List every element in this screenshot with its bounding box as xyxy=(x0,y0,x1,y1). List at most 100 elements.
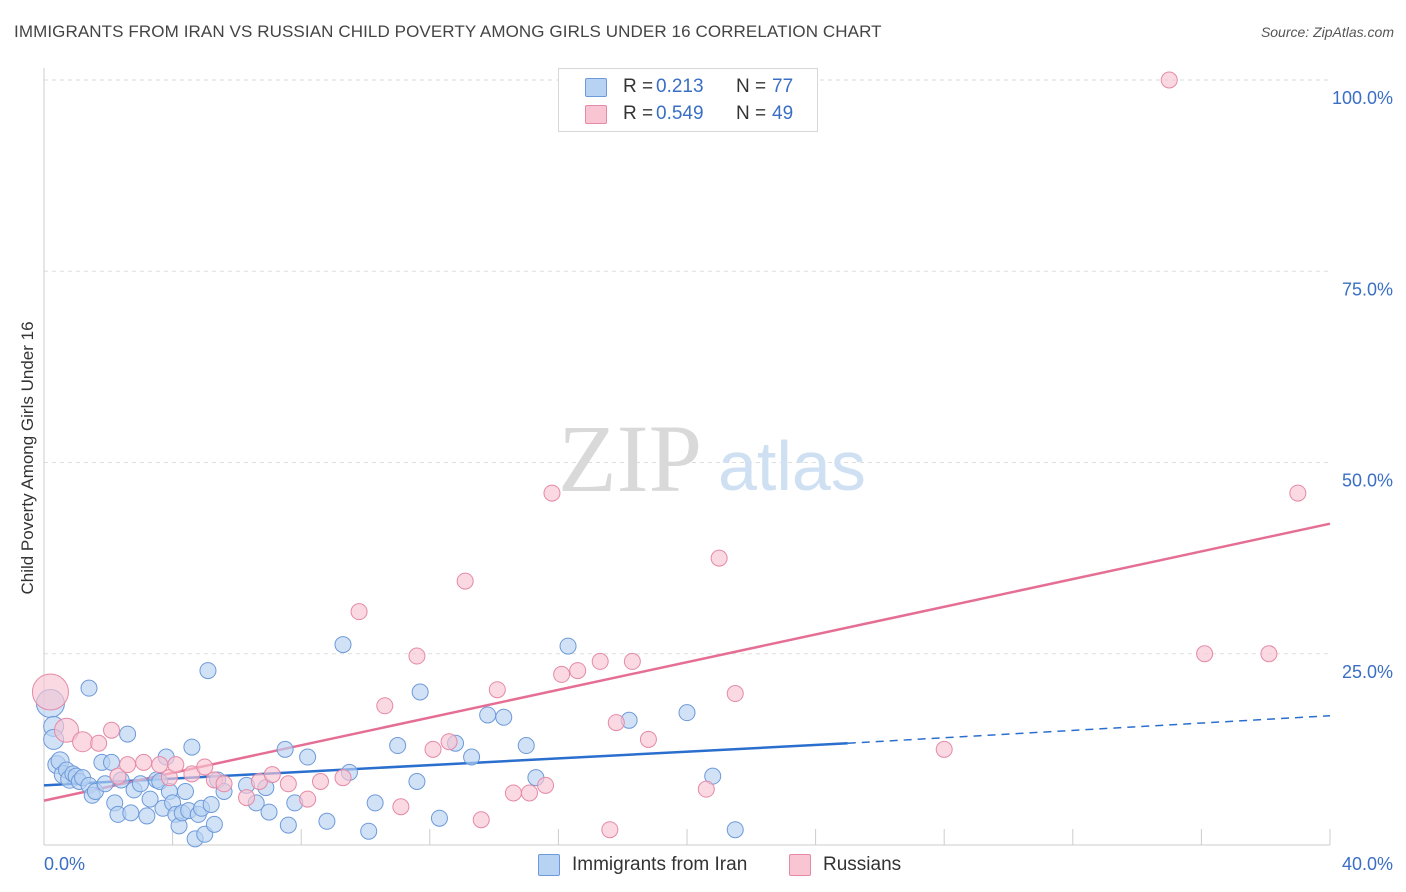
iran-point xyxy=(119,725,137,743)
iran-point xyxy=(408,773,426,791)
gridlines xyxy=(44,79,1330,655)
russians-point xyxy=(90,734,108,752)
russians-point xyxy=(196,758,214,776)
russians-point xyxy=(424,740,442,758)
russians-point xyxy=(109,767,127,785)
russians-point xyxy=(279,775,297,793)
russians-point xyxy=(591,652,609,670)
russians-point xyxy=(1260,645,1278,663)
iran-point xyxy=(495,708,513,726)
russians-point xyxy=(72,731,94,753)
x-tick-label: 0.0% xyxy=(44,854,85,874)
bottom-legend-swatch-iran xyxy=(538,854,560,876)
russians-point xyxy=(238,789,256,807)
iran-point xyxy=(430,809,448,827)
iran-point xyxy=(279,816,297,834)
iran-point xyxy=(366,794,384,812)
y-tick-label: 25.0% xyxy=(1342,662,1393,682)
russians-point xyxy=(504,784,522,802)
russians-trend-line xyxy=(43,522,1331,802)
iran-point xyxy=(176,782,194,800)
russians-point xyxy=(1196,645,1214,663)
russians-point xyxy=(569,662,587,680)
legend-r-label: R = xyxy=(623,103,654,124)
iran-point xyxy=(141,790,159,808)
iran-point xyxy=(517,737,535,755)
russians-point xyxy=(456,572,474,590)
russians-point xyxy=(440,733,458,751)
russians-point xyxy=(334,769,352,787)
iran-point xyxy=(122,804,140,822)
iran-point xyxy=(131,775,149,793)
russians-point xyxy=(601,821,619,839)
russians-point xyxy=(119,756,137,774)
legend-swatch-iran xyxy=(585,77,607,97)
iran-point xyxy=(389,737,407,755)
watermark-zip: ZIP xyxy=(558,405,702,512)
russians-point xyxy=(392,798,410,816)
russians-point xyxy=(215,775,233,793)
iran-trend-extension xyxy=(847,714,1331,745)
russians-point xyxy=(167,756,185,774)
iran-point xyxy=(96,775,114,793)
iran-point xyxy=(205,815,223,833)
russians-point xyxy=(543,484,561,502)
y-tick-label: 50.0% xyxy=(1342,471,1393,491)
russians-point xyxy=(103,721,121,739)
legend-row-russians: R = 0.549 N = 49 xyxy=(585,102,793,126)
russians-point xyxy=(54,717,80,743)
iran-point xyxy=(726,821,744,839)
russians-point xyxy=(488,681,506,699)
russians-point xyxy=(537,776,555,794)
correlation-legend: R = 0.213 N = 77 R = 0.549 N = 49 xyxy=(558,68,818,132)
legend-n-value: 49 xyxy=(772,103,794,124)
russians-point xyxy=(726,685,744,703)
iran-point xyxy=(199,662,217,680)
russians-point xyxy=(623,652,641,670)
y-tick-label: 100.0% xyxy=(1332,88,1393,108)
iran-trend-line xyxy=(43,742,848,787)
iran-point xyxy=(138,807,156,825)
russians-point xyxy=(1160,71,1178,89)
iran-point xyxy=(463,748,481,766)
bottom-legend-iran: Immigrants from Iran xyxy=(538,853,747,877)
russians-point xyxy=(311,773,329,791)
russians-point xyxy=(520,784,538,802)
iran-point xyxy=(678,704,696,722)
iran-point xyxy=(202,795,220,813)
russians-point xyxy=(935,740,953,758)
iran-point xyxy=(183,738,201,756)
iran-point xyxy=(318,812,336,830)
bottom-legend-label-russians: Russians xyxy=(823,854,902,875)
iran-point xyxy=(479,706,497,724)
russians-point xyxy=(607,714,625,732)
iran-point xyxy=(559,637,577,655)
legend-n-label: N = xyxy=(736,76,767,97)
iran-point xyxy=(80,679,98,697)
iran-point xyxy=(276,740,294,758)
russians-point xyxy=(350,603,368,621)
iran-point xyxy=(334,636,352,654)
bottom-legend-russians: Russians xyxy=(789,853,901,877)
legend-n-label: N = xyxy=(736,103,767,124)
y-tick-label: 75.0% xyxy=(1342,279,1393,299)
chart-title: IMMIGRANTS FROM IRAN VS RUSSIAN CHILD PO… xyxy=(14,22,882,41)
russians-point xyxy=(639,730,657,748)
iran-point xyxy=(360,822,378,840)
data-points xyxy=(31,71,1307,848)
russians-point xyxy=(1289,484,1307,502)
russians-point xyxy=(553,665,571,683)
russians-point xyxy=(710,549,728,567)
iran-point xyxy=(411,683,429,701)
legend-n-value: 77 xyxy=(772,76,794,97)
russians-point xyxy=(408,647,426,665)
bottom-legend-label-iran: Immigrants from Iran xyxy=(572,854,748,875)
x-tick-label: 40.0% xyxy=(1342,854,1393,874)
russians-point xyxy=(299,790,317,808)
russians-point xyxy=(376,697,394,715)
source-label: Source: ZipAtlas.com xyxy=(1260,24,1394,40)
iran-point xyxy=(299,748,317,766)
watermark-atlas: atlas xyxy=(718,427,866,505)
legend-r-value: 0.213 xyxy=(656,76,704,97)
